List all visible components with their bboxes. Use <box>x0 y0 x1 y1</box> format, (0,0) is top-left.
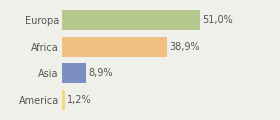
Text: 8,9%: 8,9% <box>88 68 113 78</box>
Bar <box>62 10 200 30</box>
Bar <box>62 37 167 57</box>
Text: 51,0%: 51,0% <box>202 15 233 25</box>
Bar <box>62 90 65 110</box>
Text: 38,9%: 38,9% <box>169 42 200 52</box>
Bar <box>62 63 86 83</box>
Text: 1,2%: 1,2% <box>67 95 92 105</box>
